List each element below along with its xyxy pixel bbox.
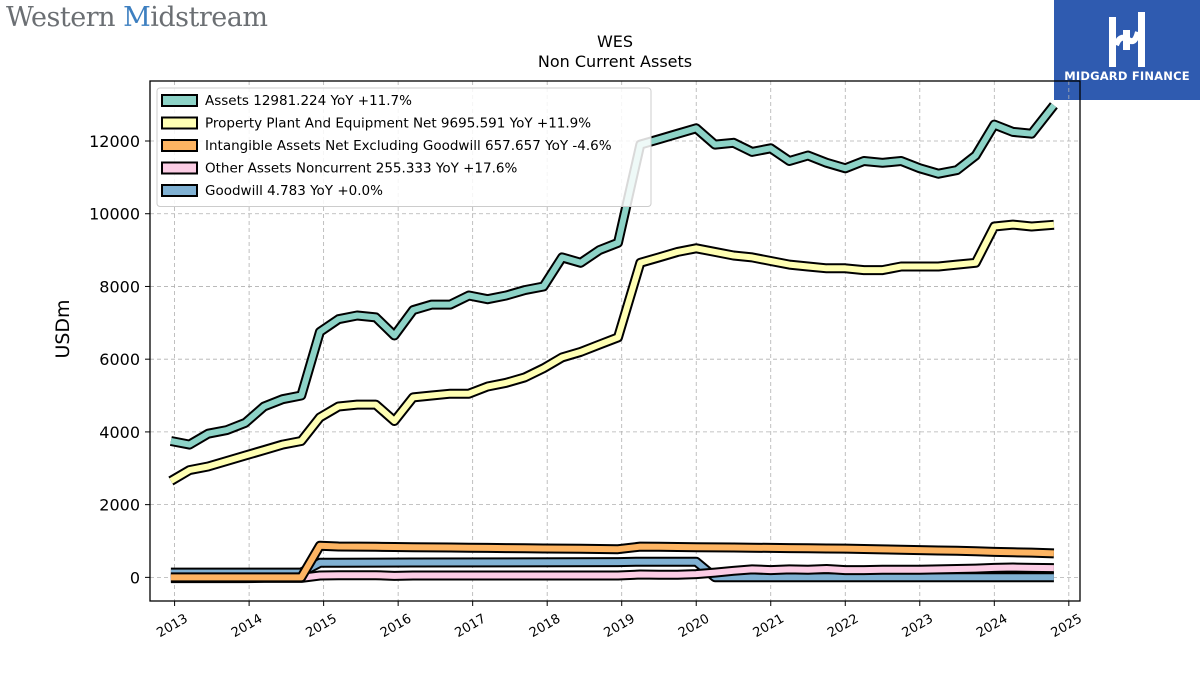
y-tick-label: 8000 bbox=[99, 277, 140, 296]
x-tick-label: 2021 bbox=[751, 611, 787, 641]
chart-subtitle: Non Current Assets bbox=[537, 52, 693, 71]
y-tick-label: 0 bbox=[130, 568, 140, 587]
x-tick-label: 2023 bbox=[900, 611, 936, 641]
brand-accent-letter: M bbox=[123, 2, 151, 33]
legend-label: Assets 12981.224 YoY +11.7% bbox=[205, 93, 412, 109]
legend: Assets 12981.224 YoY +11.7% Property Plan… bbox=[156, 87, 652, 207]
x-tick-label: 2020 bbox=[676, 611, 712, 641]
legend-swatch bbox=[161, 94, 198, 107]
legend-box bbox=[156, 87, 652, 207]
brand-text: Western bbox=[6, 2, 124, 33]
brand-logo: Western Midstream bbox=[6, 2, 268, 33]
series-lines bbox=[168, 102, 1058, 584]
x-tick-label: 2017 bbox=[453, 611, 489, 641]
x-tick-label: 2024 bbox=[974, 611, 1010, 641]
y-tick-label: 2000 bbox=[99, 496, 140, 515]
y-tick-label: 4000 bbox=[99, 423, 140, 442]
plot-frame bbox=[149, 80, 1081, 602]
y-axis-label: USDm bbox=[52, 299, 74, 358]
x-tick-label: 2025 bbox=[1049, 611, 1085, 641]
x-tick-label: 2016 bbox=[378, 611, 414, 641]
partner-name: MIDGARD FINANCE bbox=[1064, 69, 1190, 83]
x-tick-label: 2014 bbox=[229, 611, 265, 641]
x-tick-label: 2018 bbox=[527, 611, 563, 641]
legend-label: Goodwill 4.783 YoY +0.0% bbox=[205, 183, 383, 199]
legend-swatch bbox=[161, 116, 198, 130]
y-tick-label: 12000 bbox=[89, 132, 140, 151]
legend-label: Property Plant And Equipment Net 9695.59… bbox=[205, 116, 591, 132]
x-tick-label: 2015 bbox=[303, 611, 339, 641]
legend-swatch bbox=[161, 161, 198, 175]
brand-text-rest: idstream bbox=[150, 2, 268, 33]
chart-title: WES bbox=[596, 32, 634, 51]
series-line bbox=[169, 221, 1055, 484]
y-tick-label: 6000 bbox=[99, 350, 140, 369]
x-tick-label: 2013 bbox=[154, 611, 190, 641]
legend-label: Other Assets Noncurrent 255.333 YoY +17.… bbox=[205, 161, 517, 177]
legend-swatch bbox=[161, 184, 198, 197]
partner-mark-icon bbox=[1109, 12, 1145, 67]
series-line bbox=[170, 564, 1054, 582]
x-tick-label: 2022 bbox=[825, 611, 861, 641]
legend-swatch bbox=[161, 139, 198, 152]
partner-logo: MIDGARD FINANCE bbox=[1054, 0, 1200, 100]
x-tick-label: 2019 bbox=[602, 611, 638, 641]
y-tick-label: 10000 bbox=[89, 205, 140, 224]
series-line bbox=[170, 542, 1055, 581]
series-line bbox=[170, 103, 1057, 448]
legend-label: Intangible Assets Net Excluding Goodwill… bbox=[205, 138, 612, 154]
